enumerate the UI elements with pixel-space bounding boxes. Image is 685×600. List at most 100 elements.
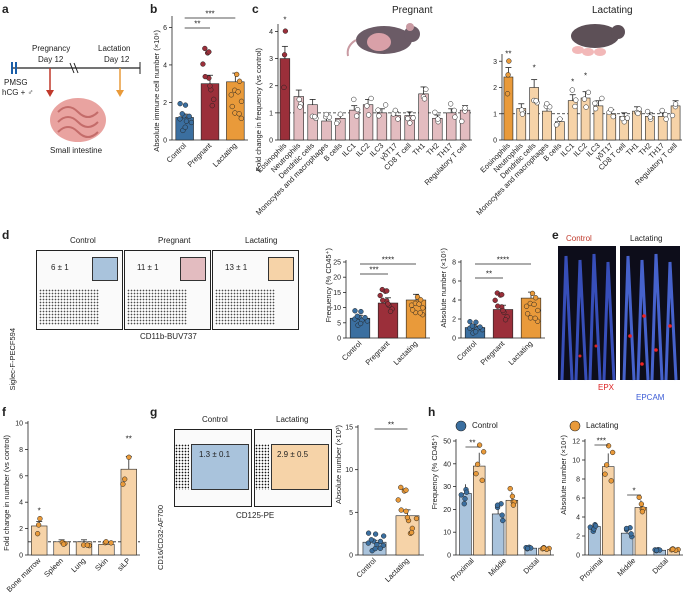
label-day12-pregnancy: Day 12	[38, 55, 64, 64]
d-freq-point	[417, 310, 423, 316]
h-abs-point	[592, 523, 599, 529]
c-lactating-point	[619, 115, 626, 122]
d-gate-control	[92, 257, 118, 281]
h-freq-point	[476, 442, 483, 448]
c-pregnant-point	[351, 96, 357, 103]
f-y-tick-label: 0	[19, 553, 23, 560]
d-abs-y-tick-label: 0	[452, 336, 456, 343]
d-freq-y-tick-label: 0	[337, 336, 341, 343]
d-freq-y-tick-label: 20	[333, 275, 341, 282]
g-point	[408, 529, 415, 536]
d-abs-y-tick-label: 8	[452, 260, 456, 267]
g-sig-label: **	[388, 421, 394, 430]
g-y-tick-label: 0	[349, 553, 353, 560]
h-abs-sig-label: *	[632, 487, 635, 496]
h-freq-point	[500, 517, 506, 524]
e-title-control: Control	[566, 234, 592, 243]
chart-h-frequency-svg: 0 10 20 30 40 50 Proximal Middle Distal **	[443, 439, 554, 583]
h-freq-point	[507, 485, 513, 492]
d-abs-point	[492, 297, 498, 303]
h-freq-y-tick-label: 10	[443, 530, 451, 537]
chart-g-svg: 0 5 10 15 Control Lactating **	[345, 421, 424, 584]
d-freq-point	[358, 308, 364, 315]
h-freq-point	[479, 477, 485, 483]
h-freq-point	[473, 471, 479, 477]
d-flow-plot-control: 6 ± 1	[36, 250, 123, 330]
h-legend-lactating: Lactating	[586, 421, 619, 430]
f-x-tick-label: Bone marrow	[5, 556, 43, 594]
d-abs-point	[495, 303, 501, 309]
c-lactating-point	[504, 91, 511, 97]
f-y-tick-label: 10	[15, 421, 23, 428]
f-bar	[120, 468, 137, 556]
c-lactating-point	[635, 110, 641, 117]
c-pregnant-point	[462, 105, 468, 111]
g-point	[403, 487, 409, 493]
c-pregnant-point	[296, 96, 302, 103]
d-freq-ylabel: Frequency (% CD45⁺)	[324, 248, 333, 323]
b-sig-label: ***	[205, 10, 214, 19]
c-pregnant-point	[376, 113, 382, 119]
panel-label-a: a	[2, 2, 9, 16]
c-pregnant-point	[337, 111, 344, 117]
c-lactating-point	[644, 108, 651, 115]
h-abs-bar	[620, 532, 634, 556]
c-pregnant-point	[421, 96, 428, 102]
d-freq-point	[380, 297, 386, 303]
panel-label-c: c	[252, 2, 259, 16]
h-freq-point	[458, 492, 464, 498]
c-lactating-point	[592, 100, 598, 106]
c-pregnant-point	[281, 84, 287, 91]
mouse-pregnant-icon	[346, 23, 420, 57]
h-abs-x-tick-label: Proximal	[578, 556, 605, 583]
d-abs-point	[477, 324, 483, 330]
g-flow-title-control: Control	[202, 415, 228, 424]
d-abs-y-tick-label: 6	[452, 279, 456, 286]
d-abs-x-tick-label: Pregnant	[479, 338, 508, 367]
g-flow-title-lactating: Lactating	[276, 415, 309, 424]
h-freq-point	[494, 502, 501, 508]
d-freq-sig-label: ****	[382, 256, 394, 265]
panel-g-chart: 0 5 10 15 Control Lactating ** Absolute number…	[330, 405, 428, 600]
d-abs-y-tick-label: 4	[452, 298, 456, 305]
d-freq-y-tick-label: 10	[333, 305, 341, 312]
c-lactating-point	[647, 114, 653, 120]
h-abs-y-tick-label: 8	[576, 477, 580, 484]
g-gate-control	[191, 444, 249, 490]
c-lactating-point	[592, 106, 599, 112]
h-abs-ylabel: Absolute number (×10⁴)	[559, 435, 568, 515]
c-pregnant-y-tick-label: 4	[269, 29, 273, 36]
label-pregnancy: Pregnancy	[32, 44, 71, 53]
d-freq-point	[385, 301, 391, 307]
g-x-tick-label: Lactating	[383, 556, 411, 584]
c-lactating-point	[533, 98, 539, 104]
g-gate-value-control: 1.3 ± 0.1	[199, 450, 231, 459]
h-abs-y-tick-label: 2	[576, 534, 580, 541]
c-lactating-point	[662, 112, 669, 118]
c-lactating-point	[669, 112, 676, 119]
g-point	[395, 497, 401, 503]
h-abs-y-tick-label: 12	[572, 439, 580, 446]
c-pregnant-point	[395, 116, 401, 122]
c-lactating-sig-label: **	[505, 50, 511, 59]
panel-label-e: e	[552, 228, 559, 242]
c-pregnant-point	[375, 107, 381, 113]
mouse-lactating-icon	[571, 24, 625, 56]
c-pregnant-bar	[459, 109, 471, 141]
d-flow-title-control: Control	[70, 236, 96, 245]
g-point	[413, 515, 420, 522]
c-title-lactating: Lactating	[592, 5, 633, 16]
h-freq-point	[509, 493, 516, 499]
d-flow-xlabel: CD11b-BUV737	[140, 332, 197, 341]
f-x-tick-label: Lung	[69, 556, 87, 574]
panel-c-chart: 0 1 2 3 4 Eosinophils Neutrophils Dendritic cel…	[252, 0, 685, 225]
intestine-icon	[50, 98, 106, 142]
f-point	[120, 481, 126, 487]
d-flow-title-lactating: Lactating	[245, 236, 278, 245]
timeline-graphic	[11, 62, 141, 142]
c-pregnant-y-tick-label: 2	[269, 83, 273, 90]
b-point	[179, 111, 185, 117]
d-freq-y-tick-label: 25	[333, 260, 341, 267]
g-point	[403, 508, 409, 514]
b-point	[177, 116, 183, 122]
